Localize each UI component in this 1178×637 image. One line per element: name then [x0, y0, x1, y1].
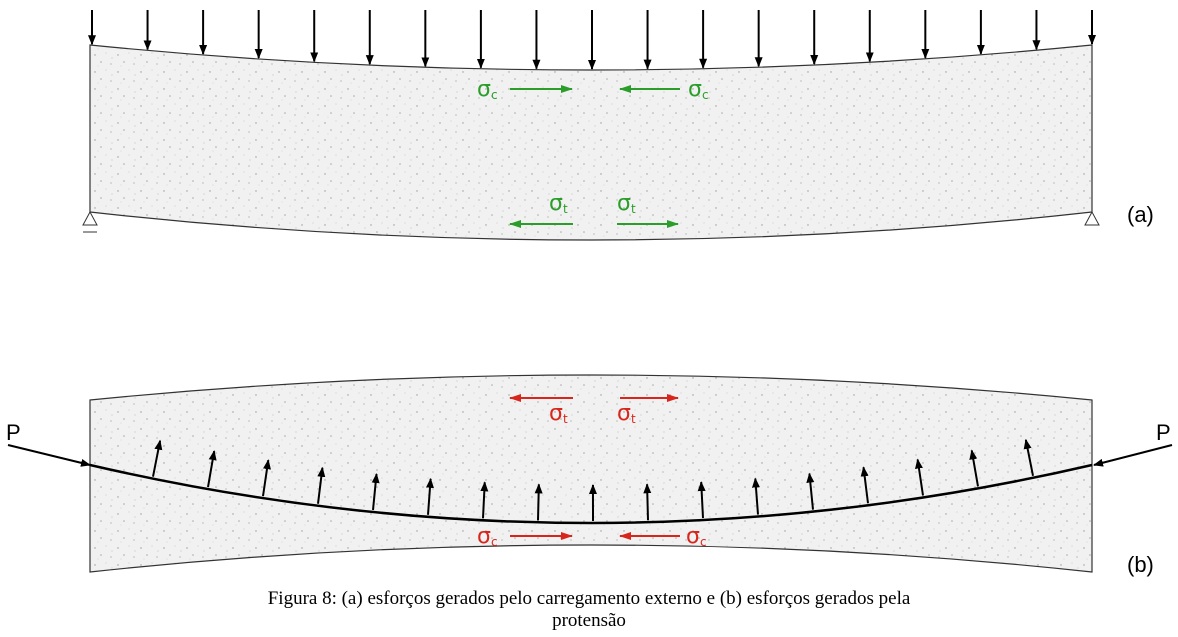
force-arrow	[751, 477, 760, 515]
force-arrow	[317, 466, 326, 504]
load-label: P	[6, 420, 21, 445]
support-right	[1084, 210, 1100, 226]
prestress-force	[7, 444, 91, 467]
force-arrow	[1023, 438, 1034, 477]
stress-label: σt	[549, 191, 568, 216]
beam-b	[89, 374, 1093, 573]
force-arrow	[697, 481, 706, 519]
caption-line: protensão	[552, 610, 626, 631]
tendon-forces	[152, 438, 1034, 521]
panel-label: (a)	[1127, 202, 1154, 227]
force-arrow	[969, 449, 979, 487]
stress-label: σc	[686, 524, 707, 549]
force-arrow	[152, 439, 163, 477]
force-arrow	[643, 483, 652, 521]
force-arrow	[860, 466, 869, 504]
force-arrow	[534, 483, 543, 521]
stress-label: σc	[688, 77, 709, 102]
force-arrow	[915, 458, 924, 496]
caption-line: Figura 8: (a) esforços gerados pelo carr…	[268, 588, 911, 609]
force-arrow	[480, 481, 489, 519]
stress-label: σc	[477, 524, 498, 549]
stress-label: σc	[477, 77, 498, 102]
force-arrow	[806, 472, 815, 510]
prestress-force	[1093, 444, 1173, 467]
support-left	[82, 210, 98, 233]
beam-a	[89, 44, 1093, 241]
force-arrow	[425, 477, 434, 515]
stress-arrows-a	[509, 85, 680, 228]
distributed-load	[88, 10, 1096, 70]
panel-label: (b)	[1127, 552, 1154, 577]
tendon	[89, 463, 1093, 525]
force-arrow	[371, 473, 380, 511]
stress-label: σt	[617, 191, 636, 216]
load-label: P	[1156, 420, 1171, 445]
force-arrow	[207, 450, 217, 488]
stress-label: σt	[549, 401, 568, 426]
force-arrow	[262, 459, 271, 497]
stress-label: σt	[617, 401, 636, 426]
stress-arrows-b	[509, 394, 680, 540]
